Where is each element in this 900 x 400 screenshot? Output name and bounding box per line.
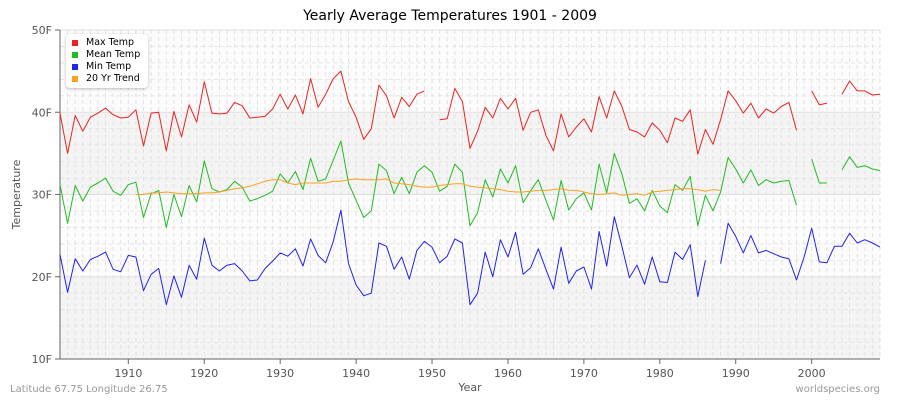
x-tick-label: 1950 xyxy=(418,367,446,380)
legend-swatch-mean xyxy=(72,52,78,58)
y-tick-label: 30F xyxy=(32,189,52,202)
x-tick-label: 1940 xyxy=(342,367,370,380)
legend-label: Mean Temp xyxy=(86,49,141,60)
legend-item-max[interactable]: Max Temp xyxy=(72,37,140,49)
x-tick-label: 2000 xyxy=(798,367,826,380)
grid-band xyxy=(60,30,880,113)
location-label: Latitude 67.75 Longitude 26.75 xyxy=(10,384,168,395)
legend: Max Temp Mean Temp Min Temp 20 Yr Trend xyxy=(66,34,149,88)
x-tick-label: 1930 xyxy=(266,367,294,380)
legend-label: 20 Yr Trend xyxy=(86,73,140,84)
legend-item-trend[interactable]: 20 Yr Trend xyxy=(72,73,140,85)
y-tick-label: 50F xyxy=(32,24,52,37)
y-tick-label: 40F xyxy=(32,106,52,119)
source-label: worldspecies.org xyxy=(795,384,880,395)
series-line-max-temp xyxy=(59,70,881,155)
y-tick-label: 10F xyxy=(32,353,52,366)
legend-swatch-min xyxy=(72,64,78,70)
legend-item-min[interactable]: Min Temp xyxy=(72,61,140,73)
x-tick-label: 1960 xyxy=(494,367,522,380)
legend-label: Max Temp xyxy=(86,37,134,48)
x-tick-label: 1920 xyxy=(190,367,218,380)
x-tick-label: 1910 xyxy=(114,367,142,380)
x-tick-label: 1970 xyxy=(570,367,598,380)
legend-label: Min Temp xyxy=(86,61,132,72)
x-tick-label: 1980 xyxy=(646,367,674,380)
y-tick-label: 20F xyxy=(32,271,52,284)
legend-item-mean[interactable]: Mean Temp xyxy=(72,49,140,61)
legend-swatch-trend xyxy=(72,76,78,82)
series-line-min-temp xyxy=(59,209,881,306)
x-axis-label: Year xyxy=(457,381,482,394)
y-axis-label: Temperature xyxy=(10,159,23,230)
chart-title: Yearly Average Temperatures 1901 - 2009 xyxy=(303,8,597,24)
x-tick-label: 1990 xyxy=(722,367,750,380)
legend-swatch-max xyxy=(72,40,78,46)
series-line-trend xyxy=(135,178,721,196)
